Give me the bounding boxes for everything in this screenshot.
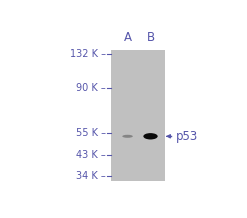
Ellipse shape bbox=[143, 133, 158, 140]
Text: 34 K –: 34 K – bbox=[76, 171, 106, 181]
Text: A: A bbox=[124, 31, 132, 44]
Text: B: B bbox=[146, 31, 155, 44]
Ellipse shape bbox=[122, 135, 133, 138]
Text: 132 K –: 132 K – bbox=[70, 49, 106, 59]
Text: 55 K –: 55 K – bbox=[76, 128, 106, 138]
Text: 90 K –: 90 K – bbox=[76, 83, 106, 94]
Bar bbox=[111, 50, 165, 181]
Text: p53: p53 bbox=[175, 130, 198, 143]
Text: 43 K –: 43 K – bbox=[76, 150, 106, 160]
